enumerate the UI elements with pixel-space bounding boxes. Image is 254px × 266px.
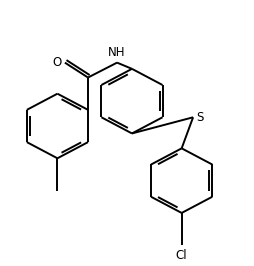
Text: O: O: [52, 56, 61, 69]
Text: Cl: Cl: [176, 249, 187, 262]
Text: NH: NH: [108, 46, 126, 59]
Text: S: S: [196, 111, 203, 124]
